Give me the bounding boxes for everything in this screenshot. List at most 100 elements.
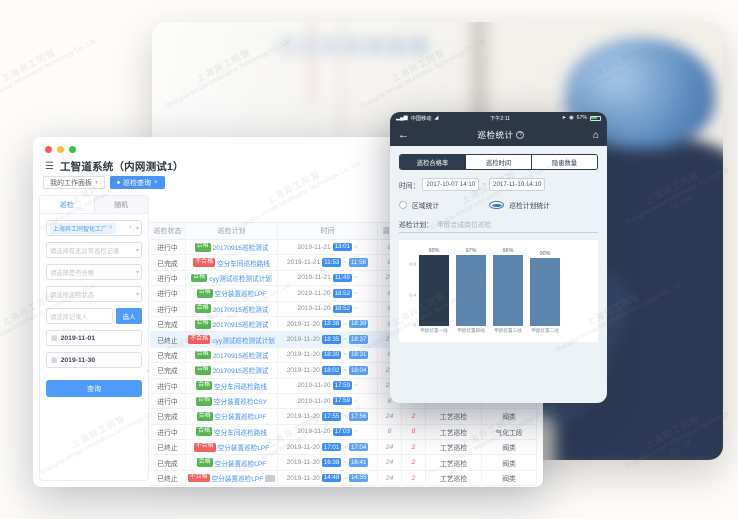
pass-rate-bar-chart: 0.8 0.4 0 99% 甲醇装置一线 97% 甲醇装置四线 96% 甲醇装置三线 90% 甲醇装… [399,240,598,342]
plan-link[interactable]: 20170915巡检测试 [212,306,269,314]
pick-person-button[interactable]: 选人 [116,308,142,324]
recorder-select[interactable]: 请选择记录人 [46,308,113,324]
start-date-input[interactable]: ▦ 2019-11-01 [46,330,142,346]
bar[interactable] [456,255,486,326]
date-text: 2019-11-20 [297,428,331,436]
missed-count-cell: 8 [378,424,402,441]
plan-link[interactable]: cyy测试巡检测试计划 [209,275,272,283]
table-row[interactable]: 已完成 合格 空分装置巡检LPF 2019-11-20 16:38 ~16:41 24 2 工艺… [150,455,537,471]
result-badge: 合格 [196,427,213,437]
result-badge: 合格 [196,412,213,421]
filter-select-2[interactable]: 请选择是否合格 ▾ [46,264,142,280]
start-time-chip: 11:53 [322,258,342,267]
inspection-type-cell: 工艺巡检 [426,455,482,471]
factory-select[interactable]: 上海异工同智化工厂 × × ▾ [46,220,142,236]
tab-my-workspace[interactable]: 我的工作面板 ▾ [43,176,106,189]
plan-link[interactable]: 20170915巡检测试 [212,245,269,253]
window-controls[interactable] [45,146,76,153]
plan-link[interactable]: 空分装置巡检LPF [214,414,267,422]
time-cell: 2019-11-20 18:38 ~18:39 [278,316,378,333]
table-row[interactable]: 已终止 不合格 空分装置巡检LPF 2019-11-20 14:48 ~14:55 24 2 工… [150,470,537,487]
end-date-input[interactable]: ▦ 2019-11-30 [46,352,142,368]
radio-area-statistics[interactable] [399,201,407,209]
date-text: 2019-11-20 [297,305,331,313]
collapse-sidebar-icon[interactable]: ‹ [146,368,149,375]
query-button[interactable]: 查询 [46,380,142,397]
date-text: 2019-11-20 [286,474,320,482]
plan-link[interactable]: 空分装置巡检LPF [217,445,270,453]
missed-count-cell: 24 [378,409,402,425]
start-time-chip: 16:38 [321,458,342,467]
status-cell: 进行中 [150,286,186,302]
plan-link[interactable]: 空分装置巡检LPF [211,476,264,484]
plan-cell: 不合格 空分装置巡检LPF [186,470,278,487]
plan-link[interactable]: 空分车间巡检路线 [217,260,270,268]
help-icon[interactable]: ? [516,131,525,139]
bar[interactable] [493,255,523,326]
bar[interactable] [419,255,449,326]
area-cell: 阀类 [482,470,537,487]
plan-value-input[interactable]: 甲醇合成岗位巡检 [436,222,492,229]
plan-link[interactable]: cyy测试巡检测试计划 [212,337,275,345]
filter-select-3[interactable]: 请选择巡检状态 ▾ [46,286,142,302]
chevron-down-icon: ▾ [135,225,139,232]
sidebar-tab-random[interactable]: 随机 [93,196,148,213]
end-time-chip: 17:56 [348,412,369,421]
app-title: 工智道系统（内网测试1） [59,161,184,173]
clear-select-icon[interactable]: × [128,225,132,231]
plan-link[interactable]: 20170915巡检测试 [212,368,269,376]
bar[interactable] [530,257,560,326]
minimize-window-button[interactable] [57,146,64,153]
remove-tag-icon[interactable]: × [109,225,113,231]
table-row[interactable]: 已完成 合格 空分装置巡检LPF 2019-11-20 17:55 ~17:56 24 2 工艺… [150,409,537,425]
time-cell: 2019-11-20 16:38 ~16:41 [278,455,378,471]
radio-plan-statistics[interactable] [489,201,505,209]
start-time-chip: 18:35 [321,335,342,344]
status-cell: 已完成 [150,316,186,333]
start-time-chip: 18:52 [332,304,353,313]
sidebar-tab-inspection[interactable]: 巡检 [40,196,94,213]
bar-group: 99% 甲醇装置一线 97% 甲醇装置四线 96% 甲醇装置三线 90% 甲醇装置二线 [419,248,560,333]
phone-tab-2[interactable]: 巡检时间 [465,155,531,169]
result-badge: 合格 [194,319,211,329]
area-cell: 气化工段 [482,424,537,441]
table-row[interactable]: 已终止 不合格 空分装置巡检LPF 2019-11-20 17:01 ~17:04 24 2 工… [150,440,537,456]
phone-tab-1[interactable]: 巡检合格率 [400,155,465,169]
time-cell: 2019-11-21 11:53 ~11:58 [278,255,378,271]
filter-sidebar: 巡检 随机 上海异工同智化工厂 × × ▾ 请选择有无异常巡检记录 ▾ 请选择是否合… [39,195,149,481]
plan-cell: 合格 20170915巡检测试 [186,363,278,379]
plan-link[interactable]: 空分装置巡检LPF [214,291,267,299]
plan-link[interactable]: 20170915巡检测试 [212,322,269,330]
calendar-icon: ▦ [51,334,58,342]
filter-select-1[interactable]: 请选择有无异常巡检记录 ▾ [46,242,142,258]
bar-value-label: 99% [428,248,440,254]
time-separator: ~ [354,428,358,436]
tab-inspection-query[interactable]: 巡检查询 × [110,176,165,189]
zoom-window-button[interactable] [69,146,76,153]
plan-link[interactable]: 空分车间巡检路线 [214,429,267,437]
time-separator: ~ [353,274,358,282]
time-from-input[interactable]: 2017-10-07 14:10 [422,178,480,191]
start-time-chip: 17:59 [332,396,353,406]
plan-link[interactable]: 空分装置巡检LPF [214,460,267,468]
table-row[interactable]: 进行中 合格 空分车间巡检路线 2019-11-20 17:03 ~8 8 工艺巡检 气化工段 [150,424,537,441]
start-time-chip: 11:49 [332,273,352,283]
plan-link[interactable]: 空分装置巡检CSY [213,399,268,407]
close-tab-icon[interactable]: × [154,179,158,186]
plan-link[interactable]: 20170915巡检测试 [212,352,269,360]
back-arrow-icon[interactable]: ← [398,129,409,141]
phone-tab-3[interactable]: 隐患数量 [531,155,597,169]
close-window-button[interactable] [45,146,52,153]
status-cell: 已终止 [150,332,186,348]
plan-link[interactable]: 空分车间巡检路线 [214,383,267,391]
bar-column: 97% 甲醇装置四线 [456,248,486,333]
time-to-input[interactable]: 2017-11-10 14:10 [489,178,546,191]
result-badge: 合格 [194,350,211,360]
status-cell: 进行中 [150,270,186,287]
disabled-tag [265,474,276,482]
home-icon[interactable]: ⌂ [592,129,599,141]
hamburger-menu-icon[interactable]: ☰ [45,160,54,172]
x-axis-label: 甲醇装置一线 [420,328,448,333]
